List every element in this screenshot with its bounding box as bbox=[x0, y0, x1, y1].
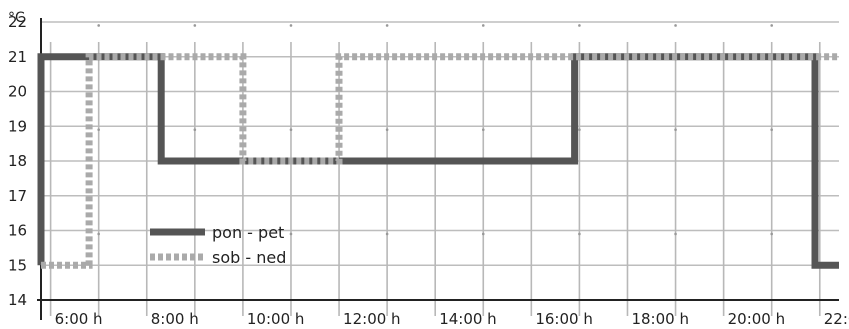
y-tick-label: 22 bbox=[8, 13, 27, 31]
y-tick-label: 16 bbox=[8, 222, 27, 240]
grid-dot bbox=[674, 128, 677, 132]
grid-dot bbox=[193, 128, 197, 132]
y-unit-label: °C bbox=[8, 10, 25, 26]
grid-dot bbox=[770, 232, 773, 236]
y-tick-label: 20 bbox=[8, 83, 27, 101]
grid-dot bbox=[674, 24, 677, 27]
x-tick-label: 8:00 h bbox=[151, 310, 199, 328]
x-tick-label: 10:00 h bbox=[247, 310, 305, 328]
grid-dot bbox=[289, 24, 293, 27]
grid-dot bbox=[97, 128, 100, 132]
grid-dot bbox=[481, 232, 485, 236]
y-axis: 14 15 16 17 18 19 20 21 22 bbox=[8, 13, 42, 320]
grid-dot bbox=[578, 128, 581, 132]
grid-dot bbox=[770, 24, 773, 27]
series-line-sob-ned bbox=[41, 53, 839, 269]
x-tick-label: 20:00 h bbox=[728, 310, 786, 328]
legend: pon - pet sob - ned bbox=[150, 223, 286, 267]
grid-dot bbox=[97, 24, 100, 27]
grid-dot bbox=[385, 24, 389, 27]
grid-dot bbox=[193, 24, 197, 27]
grid-dot bbox=[770, 128, 773, 132]
grid bbox=[41, 21, 839, 316]
x-tick-label: 14:00 h bbox=[439, 310, 497, 328]
legend-label-pon-pet: pon - pet bbox=[212, 223, 284, 242]
y-tick-label: 14 bbox=[8, 291, 27, 309]
grid-dot bbox=[385, 128, 389, 132]
series-line-pon-pet bbox=[37, 53, 839, 269]
y-tick-label: 18 bbox=[8, 152, 27, 170]
grid-dot bbox=[578, 24, 581, 27]
x-tick-label: 22:00 h bbox=[824, 310, 849, 328]
series-layer bbox=[37, 53, 839, 269]
y-tick-label: 19 bbox=[8, 117, 27, 135]
x-axis: 6:00 h 8:00 h 10:00 h 12:00 h 14:00 h 16:00 h… bbox=[37, 299, 849, 328]
grid-dot bbox=[385, 232, 389, 236]
legend-label-sob-ned: sob - ned bbox=[212, 248, 286, 267]
x-tick-label: 16:00 h bbox=[535, 310, 593, 328]
grid-dot bbox=[97, 232, 100, 236]
y-tick-label: 17 bbox=[8, 187, 27, 205]
grid-dot bbox=[674, 232, 677, 236]
x-tick-label: 18:00 h bbox=[631, 310, 689, 328]
x-tick-label: 6:00 h bbox=[55, 310, 103, 328]
grid-dot bbox=[578, 232, 581, 236]
x-tick-label: 12:00 h bbox=[343, 310, 401, 328]
grid-dot bbox=[481, 24, 485, 27]
y-tick-label: 15 bbox=[8, 256, 27, 274]
grid-dot bbox=[289, 232, 293, 236]
grid-dot bbox=[481, 128, 485, 132]
y-tick-label: 21 bbox=[8, 48, 27, 66]
grid-dot bbox=[289, 128, 293, 132]
